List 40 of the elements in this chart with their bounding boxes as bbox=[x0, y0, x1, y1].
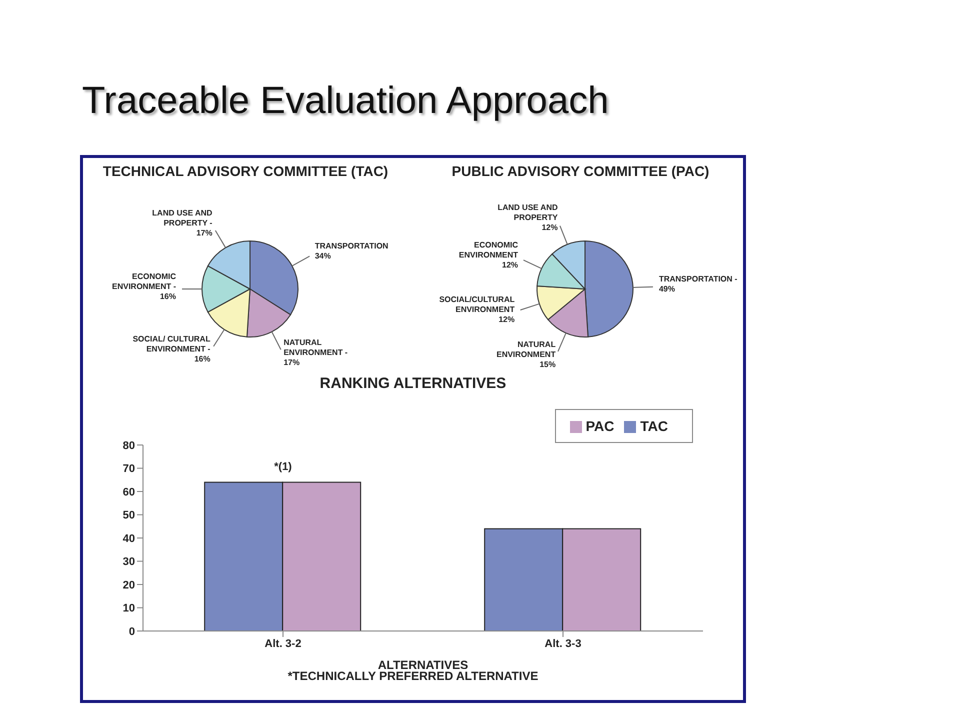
slice-label: TRANSPORTATION - bbox=[658, 274, 738, 284]
slice-label: NATURAL ENVIRONMENT bbox=[496, 340, 556, 359]
y-tick-label: 60 bbox=[122, 486, 135, 498]
data-label: 12% bbox=[502, 260, 518, 270]
x-tick-label: Alt. 3-2 bbox=[264, 638, 302, 650]
y-tick-label: 30 bbox=[122, 556, 135, 568]
data-label: 12% bbox=[542, 223, 558, 232]
text: Traceable Evaluation Approach bbox=[82, 80, 609, 123]
slice-label: ECONOMIC ENVIRONMENT - bbox=[112, 272, 176, 291]
slice-label: SOCIAL/ CULTURAL ENVIRONMENT - bbox=[132, 334, 211, 354]
y-tick-label: 50 bbox=[122, 510, 135, 522]
legend-label: TAC bbox=[640, 418, 668, 434]
annotation: *(1) bbox=[274, 461, 292, 474]
y-tick-label: 40 bbox=[122, 532, 135, 545]
chart-title: RANKING ALTERNATIVES bbox=[318, 375, 508, 394]
slice-label: SOCIAL/CULTURAL ENVIRONMENT bbox=[439, 294, 515, 314]
y-tick-label: 20 bbox=[122, 579, 135, 592]
data-label: 49% bbox=[658, 284, 675, 294]
chart-title: PUBLIC ADVISORY COMMITTEE (PAC) bbox=[450, 163, 710, 181]
legend-label: PAC bbox=[586, 418, 614, 434]
chart-title: TECHNICAL ADVISORY COMMITTEE (TAC) bbox=[102, 163, 390, 181]
data-label: 12% bbox=[498, 314, 515, 324]
y-tick-label: 80 bbox=[122, 440, 135, 452]
y-tick-label: 0 bbox=[128, 626, 135, 638]
x-axis-title: ALTERNATIVES bbox=[378, 658, 468, 672]
data-label: 16% bbox=[160, 292, 176, 301]
text: *TECHNICALLY PREFERRED ALTERNATIVE bbox=[286, 669, 540, 683]
slice-label: NATURAL ENVIRONMENT - bbox=[284, 338, 348, 357]
data-label: 16% bbox=[194, 354, 210, 364]
data-label: 15% bbox=[540, 360, 556, 369]
data-label: 17% bbox=[196, 228, 212, 238]
slice-label: LAND USE AND PROPERTY - bbox=[152, 208, 213, 228]
data-label: 17% bbox=[284, 358, 300, 367]
x-tick-label: Alt. 3-3 bbox=[544, 638, 582, 650]
data-label: 34% bbox=[314, 251, 331, 260]
slice-label: TRANSPORTATION bbox=[314, 241, 389, 250]
y-tick-label: 10 bbox=[122, 602, 135, 615]
slice-label: LAND USE AND PROPERTY bbox=[498, 203, 558, 222]
slice-label: ECONOMIC ENVIRONMENT bbox=[458, 240, 518, 260]
y-tick-label: 70 bbox=[122, 463, 135, 476]
